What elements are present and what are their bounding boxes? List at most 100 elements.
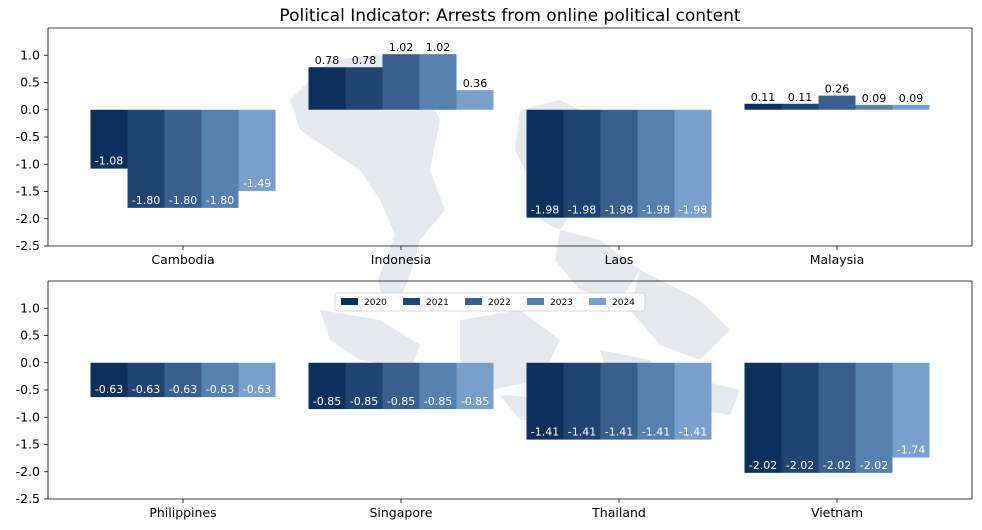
- y-tick-label: 0.5: [20, 75, 40, 90]
- value-label: 0.11: [751, 91, 776, 104]
- plot-area: 1.0 0.5 0.0 -0.5 -1.0 -1.5 -2.0 -2.5 -1.08 -1.80 -…: [16, 27, 973, 520]
- legend-entry-2022: 2022: [465, 298, 511, 308]
- value-label: 1.02: [426, 41, 451, 54]
- bar-singapore-2021: [345, 362, 383, 410]
- value-label: -0.63: [95, 383, 123, 396]
- y-tick-label: -2.5: [16, 491, 40, 506]
- legend: 2020 2021 2022 2023 2024: [334, 292, 646, 312]
- y-tick-label: 1.0: [20, 47, 40, 62]
- legend-entry-2023: 2023: [527, 298, 573, 308]
- y-tick-label: -0.5: [16, 382, 40, 397]
- bar-philippines-2023: [201, 362, 239, 398]
- value-label: -0.63: [206, 383, 234, 396]
- value-label: -1.41: [531, 426, 559, 439]
- value-label: -1.74: [897, 444, 925, 457]
- value-label: -1.08: [95, 155, 123, 168]
- value-label: -2.02: [749, 459, 777, 472]
- bar-cambodia-2023: [201, 109, 239, 208]
- bar-malaysia-2021: [781, 103, 819, 110]
- bar-group-laos: -1.98 -1.98 -1.98 -1.98 -1.98 Laos: [526, 109, 712, 267]
- category-label-vietnam: Vietnam: [811, 505, 863, 520]
- bar-indonesia-2020: [308, 67, 346, 110]
- value-label: -0.85: [424, 395, 452, 408]
- value-label: 0.78: [315, 54, 340, 67]
- bar-thailand-2023: [637, 362, 675, 440]
- value-label: -0.63: [169, 383, 197, 396]
- bar-singapore-2020: [308, 362, 346, 410]
- bar-cambodia-2022: [164, 109, 202, 208]
- value-label: -0.85: [350, 395, 378, 408]
- bar-malaysia-2020: [744, 103, 782, 110]
- bar-philippines-2022: [164, 362, 202, 398]
- value-label: -1.49: [243, 177, 271, 190]
- bar-thailand-2024: [674, 362, 712, 440]
- y-tick-label: -1.0: [16, 156, 40, 171]
- legend-swatch: [465, 298, 482, 305]
- bar-thailand-2020: [526, 362, 564, 440]
- value-label: 0.78: [352, 54, 377, 67]
- category-label-indonesia: Indonesia: [371, 252, 431, 267]
- value-label: 0.36: [463, 77, 488, 90]
- legend-swatch: [341, 298, 358, 305]
- bar-singapore-2023: [419, 362, 457, 410]
- legend-label: 2022: [488, 298, 511, 308]
- value-label: -1.41: [568, 426, 596, 439]
- legend-frame: [334, 292, 646, 312]
- category-label-thailand: Thailand: [591, 505, 646, 520]
- value-label: 0.09: [862, 92, 887, 105]
- bar-indonesia-2022: [382, 54, 420, 110]
- bar-group-malaysia: 0.11 0.11 0.26 0.09 0.09 Malaysia: [744, 83, 930, 267]
- value-label: -1.98: [605, 204, 633, 217]
- bar-laos-2021: [563, 109, 601, 218]
- bar-group-vietnam: -2.02 -2.02 -2.02 -2.02 -1.74 Vietnam: [744, 362, 930, 520]
- y-tick-label: -1.0: [16, 409, 40, 424]
- legend-label: 2023: [550, 298, 573, 308]
- legend-label: 2020: [364, 298, 387, 308]
- legend-swatch: [527, 298, 544, 305]
- y-tick-label: -1.5: [16, 184, 40, 199]
- subplot-row-1: 1.00.50.0-0.5-1.0-1.5-2.0-2.5-1.08-1.80-…: [16, 27, 973, 267]
- value-label: -0.63: [243, 383, 271, 396]
- value-label: -1.80: [169, 194, 197, 207]
- bar-malaysia-2022: [818, 95, 856, 110]
- value-label: -0.63: [132, 383, 160, 396]
- value-label: -1.98: [568, 204, 596, 217]
- bar-vietnam-2024: [892, 362, 930, 458]
- bar-laos-2024: [674, 109, 712, 218]
- category-label-cambodia: Cambodia: [151, 252, 214, 267]
- value-label: -1.41: [605, 426, 633, 439]
- value-label: 0.11: [788, 91, 813, 104]
- value-label: -0.85: [461, 395, 489, 408]
- value-label: -1.98: [531, 204, 559, 217]
- bar-thailand-2022: [600, 362, 638, 440]
- y-tick-label: 0.5: [20, 328, 40, 343]
- y-tick-label: 1.0: [20, 300, 40, 315]
- bar-indonesia-2024: [456, 90, 494, 110]
- value-label: 0.09: [899, 92, 924, 105]
- category-label-malaysia: Malaysia: [810, 252, 865, 267]
- value-label: -0.85: [313, 395, 341, 408]
- value-label: -2.02: [860, 459, 888, 472]
- value-label: 1.02: [389, 41, 414, 54]
- bar-cambodia-2021: [127, 109, 165, 208]
- y-tick-label: -1.5: [16, 437, 40, 452]
- bar-group-cambodia: -1.08 -1.80 -1.80 -1.80 -1.49 Cambodia: [90, 109, 276, 267]
- legend-label: 2024: [612, 298, 635, 308]
- y-tick-label: -0.5: [16, 129, 40, 144]
- bar-laos-2020: [526, 109, 564, 218]
- bar-malaysia-2024: [892, 104, 930, 110]
- value-label: -1.41: [679, 426, 707, 439]
- bar-indonesia-2023: [419, 54, 457, 110]
- bar-vietnam-2021: [781, 362, 819, 473]
- bar-cambodia-2020: [90, 109, 128, 169]
- category-label-laos: Laos: [605, 252, 634, 267]
- bar-indonesia-2021: [345, 67, 383, 110]
- legend-swatch: [589, 298, 606, 305]
- y-tick-label: 0.0: [20, 102, 40, 117]
- y-tick-label: -2.0: [16, 211, 40, 226]
- category-label-singapore: Singapore: [369, 505, 432, 520]
- bar-singapore-2024: [456, 362, 494, 410]
- legend-swatch: [403, 298, 420, 305]
- value-label: -2.02: [786, 459, 814, 472]
- bar-vietnam-2022: [818, 362, 856, 473]
